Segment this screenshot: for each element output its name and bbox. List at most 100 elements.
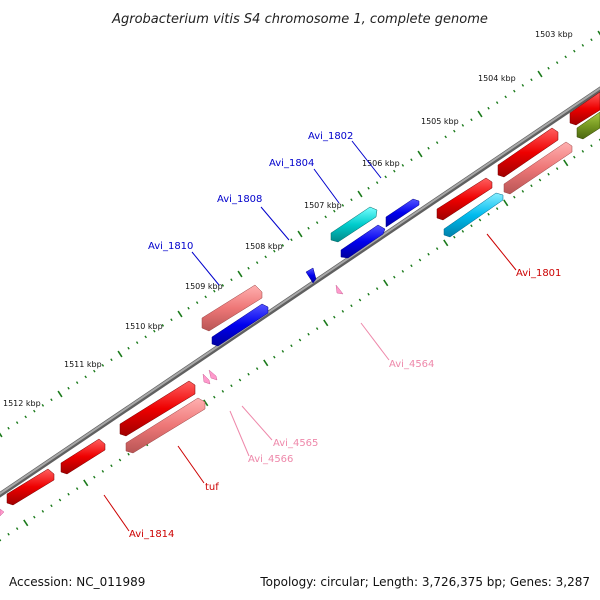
minor-tick [255,367,259,370]
gene-arrow-pink-upper[interactable] [503,141,573,195]
gene-label-avi-1804[interactable]: Avi_1804 [269,158,314,169]
minor-tick [315,327,319,330]
major-tick [297,230,303,238]
minor-tick [393,275,396,279]
minor-tick [33,409,36,413]
minor-tick [7,426,10,430]
minor-tick [67,386,70,390]
minor-tick [153,329,156,333]
tick-label: 1512 kbp [3,399,41,408]
minor-tick [0,538,2,542]
gene-label-avi-1801[interactable]: Avi_1801 [516,268,561,279]
minor-tick [427,252,430,256]
gene-arrow-avi-4565[interactable] [208,369,218,381]
minor-tick [350,198,353,202]
leader-lines [103,140,517,532]
minor-tick [221,390,225,393]
gene-arrow-tuf[interactable] [119,380,196,437]
minor-tick [15,421,19,424]
major-tick [23,519,29,527]
gene-arrow-pink-1809[interactable] [201,284,263,332]
minor-tick [435,141,439,144]
gene-arrow-red-edge[interactable] [569,91,600,126]
minor-tick [93,475,96,479]
gene-arrow-avi-4564[interactable] [335,284,344,295]
minor-tick [67,492,70,496]
minor-tick [255,261,259,264]
gene-arrow-avi-1801[interactable] [436,177,493,221]
minor-tick [521,84,525,87]
gene-label-avi-4564[interactable]: Avi_4564 [389,359,434,370]
minor-tick [581,150,585,153]
gene-arrow-avi-1802[interactable] [385,198,420,228]
minor-tick [461,124,465,127]
gene-arrow-red-upper[interactable] [497,127,559,178]
minor-tick [230,384,233,388]
minor-tick [333,209,336,213]
gene-arrow-avi-4566[interactable] [202,373,211,385]
major-tick [597,30,600,36]
major-tick [203,399,209,407]
minor-tick [470,224,473,228]
accession-text: Accession: NC_011989 [9,575,145,589]
minor-tick [170,318,173,322]
inner-tick-track [0,138,600,542]
minor-tick [101,364,105,367]
minor-tick [513,89,516,93]
minor-tick [101,470,105,473]
gene-label-avi-1802[interactable]: Avi_1802 [308,131,353,142]
tick-label: 1507 kbp [304,201,342,210]
minor-tick [187,306,190,310]
tick-label: 1508 kbp [245,242,283,251]
minor-tick [555,61,559,64]
gene-label-avi-1810[interactable]: Avi_1810 [148,241,193,252]
gene-label-avi-1814[interactable]: Avi_1814 [129,529,174,540]
gene-label-avi-4566[interactable]: Avi_4566 [248,454,293,465]
minor-tick [213,289,216,293]
minor-tick [75,487,79,490]
minor-tick [384,175,387,179]
minor-tick [127,346,130,350]
gene-label-tuf[interactable]: tuf [205,482,219,493]
minor-tick [230,278,233,282]
gene-arrow-sky-1801[interactable] [443,192,504,238]
gene-arrow-olive[interactable] [576,111,600,140]
minor-tick [195,301,199,304]
minor-tick [521,190,525,193]
major-tick [83,479,89,487]
minor-tick [290,238,293,242]
minor-tick [281,244,285,247]
gene-arrow-avi-1804[interactable] [330,206,378,243]
minor-tick [453,235,456,239]
minor-tick [547,172,550,176]
major-tick [503,199,509,207]
minor-tick [590,144,593,148]
minor-tick [444,135,447,139]
gene-arrow-red-mid[interactable] [60,438,106,475]
minor-tick [7,532,10,536]
minor-tick [341,204,345,207]
minor-tick [504,95,507,99]
minor-tick [581,44,585,47]
gene-labels: Avi_1802 Avi_1804 Avi_1808 Avi_1810 Avi_… [129,131,561,540]
minor-tick [470,118,473,122]
gene-arrow-avi-1808[interactable] [340,224,386,259]
minor-tick [530,184,533,188]
minor-tick [461,230,465,233]
minor-tick [290,344,293,348]
minor-tick [273,355,276,359]
topology-text: Topology: circular; Length: 3,726,375 bp… [259,575,590,589]
gene-arrow-blue-1810[interactable] [211,303,269,347]
gene-label-avi-1808[interactable]: Avi_1808 [217,194,262,205]
gene-label-avi-4565[interactable]: Avi_4565 [273,438,318,449]
minor-tick [341,310,345,313]
gene-arrow-avi-1810-small[interactable] [305,267,317,284]
gene-arrow-pink-tuf[interactable] [125,397,206,454]
gene-arrow-edge-small[interactable] [0,508,5,517]
reverse-strand-genes [0,111,600,517]
minor-tick [324,215,327,219]
tick-label: 1504 kbp [478,74,516,83]
gene-arrow-avi-1814[interactable] [6,468,55,506]
major-tick [563,159,569,167]
